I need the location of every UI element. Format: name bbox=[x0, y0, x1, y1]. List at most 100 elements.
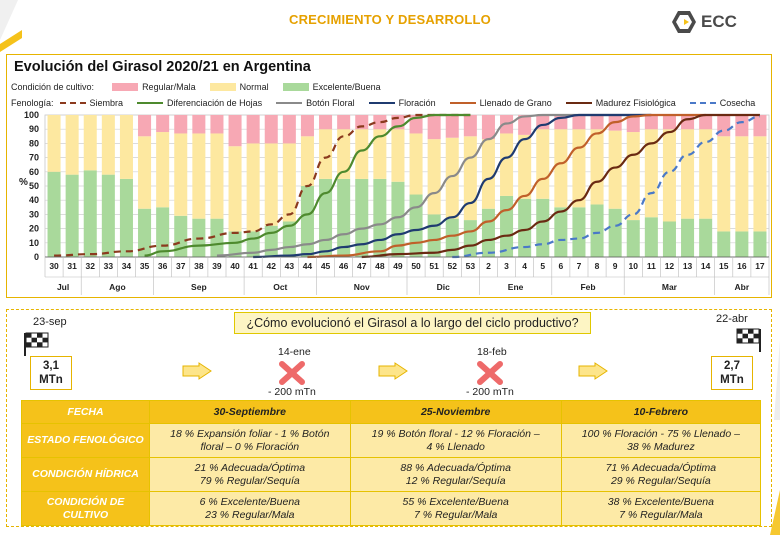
bar-excelente-buena bbox=[518, 198, 532, 257]
bar-normal bbox=[246, 143, 260, 232]
legend-text-normal: Normal bbox=[239, 82, 269, 92]
bar-normal bbox=[644, 129, 658, 218]
bar-regular-mala bbox=[373, 115, 387, 130]
section-title: CRECIMIENTO Y DESARROLLO bbox=[289, 12, 491, 27]
bar-normal bbox=[47, 115, 61, 172]
bar-regular-mala bbox=[445, 115, 459, 138]
cell-line: 7 % Regular/Mala bbox=[619, 508, 703, 521]
y-tick-label: 60 bbox=[29, 167, 39, 177]
bar-normal bbox=[300, 136, 314, 186]
timeline-question: ¿Cómo evolucionó el Girasol a lo largo d… bbox=[234, 312, 591, 334]
line-diferenciacion-hojas bbox=[144, 113, 471, 257]
legend-text-cosecha: Cosecha bbox=[719, 98, 756, 108]
cut-2-date: 18-feb bbox=[477, 346, 507, 358]
x-tick-label: 31 bbox=[67, 261, 77, 271]
cell-line: 29 % Regular/Sequía bbox=[610, 474, 711, 487]
legend-line-diferenciacion bbox=[137, 102, 164, 104]
legend-text-siembra: Siembra bbox=[89, 98, 124, 108]
line-madurez-fisiologica bbox=[361, 113, 760, 259]
bar-excelente-buena bbox=[536, 198, 550, 257]
legend-line-siembra bbox=[59, 102, 86, 104]
bar-normal bbox=[445, 137, 459, 219]
bar-regular-mala bbox=[300, 115, 314, 137]
cell-line: 38 % Madurez bbox=[627, 440, 695, 453]
bar-excelente-buena bbox=[572, 207, 586, 257]
bar-excelente-buena bbox=[626, 220, 640, 257]
bar-normal bbox=[572, 129, 586, 208]
bar-normal bbox=[83, 115, 97, 171]
table-row: CONDICIÓN HÍDRICA 21 % Adecuada/Óptima 79… bbox=[21, 457, 762, 492]
table-cell: 100 % Floración - 75 % Llenado –38 % Mad… bbox=[560, 423, 762, 458]
x-tick-label: 39 bbox=[212, 261, 222, 271]
bar-normal bbox=[174, 133, 188, 216]
legend-text-floracion: Floración bbox=[398, 98, 436, 108]
cell-line: 6 % Excelente/Buena bbox=[199, 495, 301, 508]
x-tick-label: 8 bbox=[595, 261, 600, 271]
x-tick-label: 13 bbox=[683, 261, 693, 271]
cell-line: 71 % Adecuada/Óptima bbox=[605, 461, 717, 474]
bar-normal bbox=[590, 129, 604, 205]
bar-regular-mala bbox=[228, 115, 242, 147]
cell-line: 38 % Excelente/Buena bbox=[607, 495, 714, 508]
y-tick-label: 100 bbox=[24, 110, 39, 120]
x-tick-label: 17 bbox=[755, 261, 765, 271]
checkered-flag-end-icon bbox=[736, 328, 761, 352]
table-header-cell: 30-Septiembre bbox=[149, 400, 351, 424]
start-value-box: 3,1 MTn bbox=[30, 356, 72, 390]
x-tick-label: 32 bbox=[86, 261, 96, 271]
bar-excelente-buena bbox=[644, 217, 658, 257]
cell-line: 88 % Adecuada/Óptima bbox=[400, 461, 511, 474]
bar-normal bbox=[409, 133, 423, 195]
bar-normal bbox=[518, 134, 532, 199]
bar-regular-mala bbox=[138, 115, 152, 137]
ecc-logo: ECC bbox=[671, 10, 737, 34]
y-tick-label: 20 bbox=[29, 224, 39, 234]
y-tick-label: 0 bbox=[34, 252, 39, 262]
legend-condition: Condición de cultivo: Regular/Mala Norma… bbox=[11, 82, 395, 92]
bar-normal bbox=[662, 129, 676, 222]
cell-line: 100 % Floración - 75 % Llenado – bbox=[581, 427, 740, 440]
bar-regular-mala bbox=[626, 115, 640, 133]
x-tick-label: 49 bbox=[393, 261, 403, 271]
x-tick-label: 35 bbox=[140, 261, 150, 271]
cross-mark-icon bbox=[477, 361, 503, 385]
bar-regular-mala bbox=[282, 115, 296, 144]
legend-text-llenado: Llenado de Grano bbox=[479, 98, 552, 108]
legend-swatch-excelente-buena bbox=[282, 83, 309, 91]
legend-text-diferenciacion: Diferenciación de Hojas bbox=[167, 98, 263, 108]
x-tick-label: 45 bbox=[321, 261, 331, 271]
y-tick-label: 30 bbox=[29, 209, 39, 219]
legend-text-madurez: Madurez Fisiológica bbox=[595, 98, 676, 108]
bar-normal bbox=[119, 115, 133, 179]
bar-regular-mala bbox=[355, 115, 369, 130]
line-boton-floral bbox=[216, 113, 652, 257]
x-tick-label: 53 bbox=[466, 261, 476, 271]
y-tick-label: 10 bbox=[29, 238, 39, 248]
legend-item-excelente-buena: Excelente/Buena bbox=[282, 82, 381, 92]
bar-normal bbox=[681, 129, 695, 219]
bar-regular-mala bbox=[246, 115, 260, 144]
bar-normal bbox=[554, 129, 568, 208]
bar-normal bbox=[753, 136, 767, 232]
bar-regular-mala bbox=[753, 115, 767, 137]
month-label: Jul bbox=[57, 282, 69, 292]
bar-excelente-buena bbox=[427, 214, 441, 257]
legend-text-excelente-buena: Excelente/Buena bbox=[312, 82, 381, 92]
bar-regular-mala bbox=[210, 115, 224, 134]
cross-mark-icon bbox=[279, 361, 305, 385]
bar-excelente-buena bbox=[554, 207, 568, 257]
corner-stripe-top-left bbox=[0, 0, 22, 52]
bar-excelente-buena bbox=[65, 174, 79, 257]
x-tick-label: 7 bbox=[577, 261, 582, 271]
month-label: Oct bbox=[273, 282, 287, 292]
table-row: ESTADO FENOLÓGICO 18 % Expansión foliar … bbox=[21, 423, 762, 458]
legend-phenology-label: Fenología: bbox=[11, 98, 54, 108]
x-tick-label: 44 bbox=[303, 261, 313, 271]
table-cell: 71 % Adecuada/Óptima 29 % Regular/Sequía bbox=[560, 457, 762, 492]
bar-regular-mala bbox=[572, 115, 586, 130]
bar-regular-mala bbox=[409, 115, 423, 134]
table-header-cell: 10-Febrero bbox=[560, 400, 762, 424]
month-label: Ago bbox=[109, 282, 126, 292]
legend-line-boton-floral bbox=[276, 102, 303, 104]
